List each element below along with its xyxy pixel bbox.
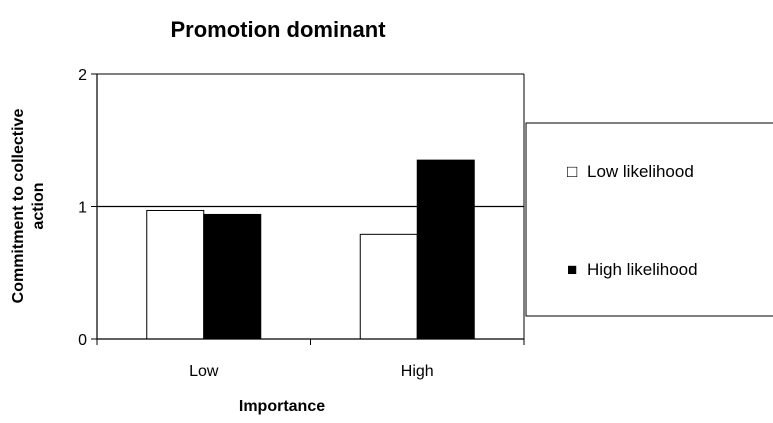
x-tick-label-low: Low xyxy=(189,363,219,380)
legend-symbol-high-likelihood: ■ xyxy=(567,260,577,279)
x-tick-label-high: High xyxy=(401,363,434,380)
y-tick-label-2: 2 xyxy=(78,67,87,84)
bar-low-likelihood-low xyxy=(146,209,205,340)
y-tick-label-0: 0 xyxy=(78,332,87,349)
bar-high-likelihood-low xyxy=(203,213,262,340)
bar-low-likelihood-high xyxy=(359,233,418,340)
legend-label-low-likelihood: Low likelihood xyxy=(587,162,694,181)
y-tick-label-1: 1 xyxy=(78,200,87,217)
legend-label-high-likelihood: High likelihood xyxy=(587,260,698,279)
x-axis-title: Importance xyxy=(239,398,325,415)
chart-title: Promotion dominant xyxy=(170,17,386,42)
y-axis-title-line1: Commitment to collective xyxy=(10,109,27,304)
legend-symbol-low-likelihood: □ xyxy=(567,162,577,181)
y-axis-title-line2: action xyxy=(30,182,47,229)
legend: □ Low likelihood ■ High likelihood xyxy=(525,122,773,317)
bar-high-likelihood-high xyxy=(416,159,475,340)
plot-area: 0 1 2 Low High xyxy=(78,67,525,380)
legend-box xyxy=(525,122,773,317)
